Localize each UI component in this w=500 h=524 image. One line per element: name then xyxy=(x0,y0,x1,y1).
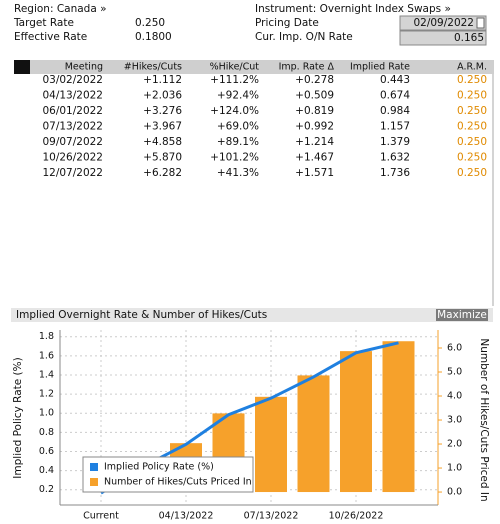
table-cell: 1.379 xyxy=(380,136,410,148)
target-rate-label: Target Rate xyxy=(13,17,74,29)
table-corner xyxy=(14,60,30,74)
panel-title: Implied Overnight Rate & Number of Hikes… xyxy=(16,309,267,321)
x-tick-label: Current xyxy=(83,511,119,522)
y-tick-label: 1.8 xyxy=(39,331,54,342)
table-cell: +101.2% xyxy=(210,152,259,164)
table-cell: 04/13/2022 xyxy=(42,90,103,102)
table-cell: +1.467 xyxy=(295,152,334,164)
y-tick-label: 0.4 xyxy=(39,465,54,476)
table-cell: 0.250 xyxy=(457,121,487,133)
table-cell: +3.276 xyxy=(143,105,182,117)
table-cell: +4.858 xyxy=(143,136,182,148)
y-tick-label: 1.0 xyxy=(39,408,54,419)
y2-tick-label: 0.0 xyxy=(447,487,462,498)
x-tick-label: 07/13/2022 xyxy=(244,511,299,522)
effective-rate-label: Effective Rate xyxy=(14,31,87,43)
table-cell: 0.984 xyxy=(380,105,410,117)
table-cell: +0.992 xyxy=(295,121,334,133)
x-tick-label: 10/26/2022 xyxy=(329,511,384,522)
column-header: #Hikes/Cuts xyxy=(124,62,182,73)
region[interactable]: Region: Canada » xyxy=(14,3,107,15)
table-cell: +3.967 xyxy=(143,121,182,133)
date-field[interactable] xyxy=(399,15,487,31)
x-tick-label: 04/13/2022 xyxy=(159,511,214,522)
table-cell: +69.0% xyxy=(217,121,259,133)
panel-header xyxy=(11,308,493,322)
table-cell: +41.3% xyxy=(217,167,259,179)
target-rate: 0.250 xyxy=(135,17,165,29)
table-cell: 09/07/2022 xyxy=(42,136,103,148)
table-cell: 07/13/2022 xyxy=(42,121,103,133)
table-cell: 10/26/2022 xyxy=(42,152,103,164)
table-cell: +2.036 xyxy=(143,90,182,102)
y2-tick-label: 6.0 xyxy=(447,343,462,354)
table-cell: +0.278 xyxy=(295,74,334,86)
rate-field xyxy=(399,30,487,46)
maximize-label[interactable]: Maximize xyxy=(437,309,487,321)
legend-swatch xyxy=(90,463,98,471)
table-cell: 0.250 xyxy=(457,74,487,86)
table-cell: 0.250 xyxy=(457,152,487,164)
table-cell: 0.250 xyxy=(457,136,487,148)
y2-tick-label: 5.0 xyxy=(447,367,462,378)
bar xyxy=(340,351,372,493)
legend xyxy=(82,456,254,493)
table-cell: 06/01/2022 xyxy=(42,105,103,117)
implied-rate: 0.165 xyxy=(454,32,484,44)
y-tick-label: 0.8 xyxy=(39,427,54,438)
column-header: Imp. Rate Δ xyxy=(279,62,335,73)
table-cell: 1.632 xyxy=(380,152,410,164)
legend-label: Implied Policy Rate (%) xyxy=(104,462,214,473)
bar xyxy=(382,341,415,493)
pricing-date-label: Pricing Date xyxy=(255,17,319,29)
y2-axis-label: Number of Hikes/Cuts Priced In xyxy=(478,338,490,501)
table-cell: +89.1% xyxy=(217,136,259,148)
bar xyxy=(255,396,287,493)
table-cell: +92.4% xyxy=(217,90,259,102)
table-cell: 0.250 xyxy=(457,105,487,117)
table-cell: 1.157 xyxy=(380,121,410,133)
y-tick-label: 1.4 xyxy=(39,369,54,380)
bar xyxy=(297,375,330,493)
table-cell: +6.282 xyxy=(143,167,182,179)
column-header: Meeting xyxy=(65,62,103,73)
table-cell: 0.674 xyxy=(380,90,410,102)
table-cell: 1.736 xyxy=(380,167,410,179)
table-cell: 0.443 xyxy=(380,74,410,86)
y2-tick-label: 2.0 xyxy=(447,439,462,450)
table-cell: 12/07/2022 xyxy=(42,167,103,179)
table-cell: +0.819 xyxy=(295,105,334,117)
table-cell: +1.214 xyxy=(295,136,334,148)
date-icon[interactable] xyxy=(476,17,485,29)
y2-tick-label: 3.0 xyxy=(447,415,462,426)
table-cell: +0.509 xyxy=(295,90,334,102)
y-tick-label: 0.2 xyxy=(39,484,54,495)
y2-tick-label: 4.0 xyxy=(447,391,462,402)
column-header: A.R.M. xyxy=(457,62,487,73)
table-cell: +1.112 xyxy=(143,74,182,86)
pricing-date[interactable]: 02/09/2022 xyxy=(413,17,474,29)
y-axis-label: Implied Policy Rate (%) xyxy=(12,357,24,478)
maximize-button[interactable] xyxy=(436,309,488,321)
table-cell: 0.250 xyxy=(457,90,487,102)
table-cell: 03/02/2022 xyxy=(42,74,103,86)
table-cell: +124.0% xyxy=(210,105,259,117)
y-tick-label: 1.2 xyxy=(39,389,54,400)
table-cell: +111.2% xyxy=(210,74,259,86)
implied-rate-label: Cur. Imp. O/N Rate xyxy=(255,31,353,43)
legend-label: Number of Hikes/Cuts Priced In xyxy=(104,477,252,488)
column-header: Implied Rate xyxy=(350,62,410,73)
y-tick-label: 0.6 xyxy=(39,446,54,457)
column-header: %Hike/Cut xyxy=(210,62,260,73)
instrument[interactable]: Instrument: Overnight Index Swaps » xyxy=(255,3,451,15)
y2-tick-label: 1.0 xyxy=(447,463,462,474)
legend-swatch xyxy=(90,478,98,486)
effective-rate: 0.1800 xyxy=(135,31,172,43)
y-tick-label: 1.6 xyxy=(39,350,54,361)
table-cell: +5.870 xyxy=(143,152,182,164)
table-cell: +1.571 xyxy=(295,167,334,179)
table-header xyxy=(14,60,494,74)
table-cell: 0.250 xyxy=(457,167,487,179)
